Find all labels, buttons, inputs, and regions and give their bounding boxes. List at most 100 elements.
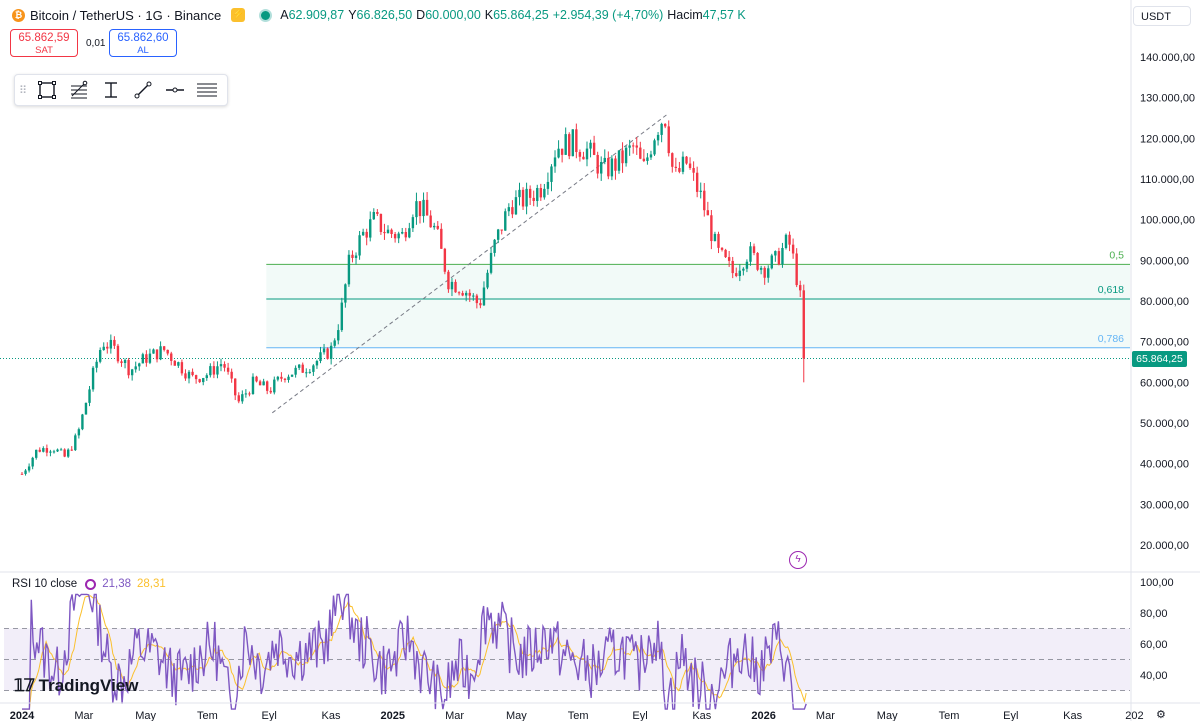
candle-body xyxy=(202,378,205,383)
candle-body xyxy=(461,293,464,296)
candle-body xyxy=(713,233,717,242)
candle-body xyxy=(319,352,322,362)
sell-button[interactable]: 65.862,59 SAT xyxy=(10,29,78,57)
candle-body xyxy=(187,371,191,379)
candle-body xyxy=(408,228,411,238)
candle-body xyxy=(219,364,223,367)
horizontal-ray-icon[interactable] xyxy=(159,76,191,104)
buy-price: 65.862,60 xyxy=(117,32,169,44)
rsi-value: 21,38 xyxy=(102,578,131,590)
fib-retracement-icon[interactable] xyxy=(63,76,95,104)
price-tick-label: 30.000,00 xyxy=(1140,499,1189,511)
candle-body xyxy=(173,360,177,366)
price-tick-label: 140.000,00 xyxy=(1140,52,1195,64)
candle-body xyxy=(589,142,592,149)
settings-gear-icon[interactable]: ⚙ xyxy=(1156,709,1166,721)
candle-body xyxy=(759,267,763,270)
candle-body xyxy=(607,157,610,177)
candle-body xyxy=(265,381,269,391)
candle-body xyxy=(209,366,212,376)
candle-body xyxy=(553,157,557,167)
candle-body xyxy=(489,252,493,273)
candle-body xyxy=(767,268,770,278)
candle-body xyxy=(717,233,720,248)
candle-body xyxy=(237,395,240,402)
candle-body xyxy=(681,156,685,172)
high-label: Y xyxy=(348,8,357,22)
candle-body xyxy=(628,145,631,148)
candle-body xyxy=(255,376,258,382)
symbol-title[interactable]: Bitcoin / TetherUS · 1G · Binance xyxy=(30,7,222,23)
candle-body xyxy=(511,207,514,215)
candle-body xyxy=(479,303,482,306)
currency-selector[interactable]: USDT xyxy=(1133,6,1191,26)
high-value: 66.826,50 xyxy=(356,8,413,22)
rsi-tick-label: 80,00 xyxy=(1140,608,1168,620)
time-tick-label: Eyl xyxy=(262,710,277,721)
trend-line-icon[interactable] xyxy=(127,76,159,104)
change-value: +2.954,39 (+4,70%) xyxy=(552,8,664,22)
fib-level-label: 0,5 xyxy=(1109,249,1124,261)
candle-body xyxy=(27,466,31,471)
tradingview-logo[interactable]: 𝟙𝟟 TradingView xyxy=(14,676,138,696)
candle-body xyxy=(671,153,674,167)
time-tick-label: May xyxy=(506,710,527,721)
text-cursor-icon[interactable] xyxy=(95,76,127,104)
candle-body xyxy=(191,371,194,376)
rsi-title[interactable]: RSI 10 close xyxy=(12,578,78,590)
candle-body xyxy=(411,217,415,229)
candle-body xyxy=(56,449,59,452)
candle-body xyxy=(347,254,351,285)
candle-body xyxy=(95,361,98,368)
close-label: K xyxy=(484,8,494,22)
bolt-icon[interactable]: ⚡ xyxy=(231,8,246,22)
candle-body xyxy=(344,284,347,303)
candle-body xyxy=(91,367,95,390)
buy-button[interactable]: 65.862,60 AL xyxy=(109,29,177,57)
candle-body xyxy=(248,393,251,395)
rsi-settings-icon[interactable] xyxy=(85,578,97,590)
candle-body xyxy=(393,233,397,239)
candle-body xyxy=(24,470,27,474)
rsi-ma-value: 28,31 xyxy=(136,578,166,590)
price-tick-label: 50.000,00 xyxy=(1140,418,1189,430)
candle-body xyxy=(624,147,628,164)
candle-body xyxy=(294,367,297,375)
candle-body xyxy=(326,348,329,359)
time-tick-label: Tem xyxy=(197,710,218,721)
candle-body xyxy=(802,290,805,359)
candle-body xyxy=(234,378,237,396)
candle-body xyxy=(177,362,180,366)
candle-body xyxy=(170,353,173,361)
candle-body xyxy=(379,213,383,232)
candle-body xyxy=(692,168,695,173)
price-tick-label: 20.000,00 xyxy=(1140,540,1189,552)
candle-body xyxy=(695,172,699,192)
rsi-pane xyxy=(4,593,1130,710)
price-tick-label: 110.000,00 xyxy=(1140,174,1194,186)
fib-settings-icon[interactable] xyxy=(191,76,223,104)
grip-icon[interactable]: ⠿ xyxy=(19,84,28,97)
low-value: 60.000,00 xyxy=(425,8,481,22)
candle-body xyxy=(429,215,432,228)
candle-body xyxy=(404,232,407,238)
candle-body xyxy=(390,229,393,234)
candle-body xyxy=(66,449,70,457)
candle-body xyxy=(770,255,773,269)
rectangle-icon[interactable] xyxy=(31,76,63,104)
candle-body xyxy=(468,292,471,296)
candle-body xyxy=(635,145,638,148)
candle-body xyxy=(216,366,219,375)
candle-body xyxy=(653,140,656,155)
low-label: D xyxy=(416,8,426,22)
candle-body xyxy=(688,163,692,169)
candle-body xyxy=(337,330,340,341)
lightning-icon[interactable]: ϟ xyxy=(789,551,807,569)
candle-body xyxy=(422,199,425,217)
candle-body xyxy=(791,244,795,254)
price-tick-label: 40.000,00 xyxy=(1140,459,1189,471)
candle-body xyxy=(596,154,599,174)
candle-body xyxy=(585,148,589,160)
